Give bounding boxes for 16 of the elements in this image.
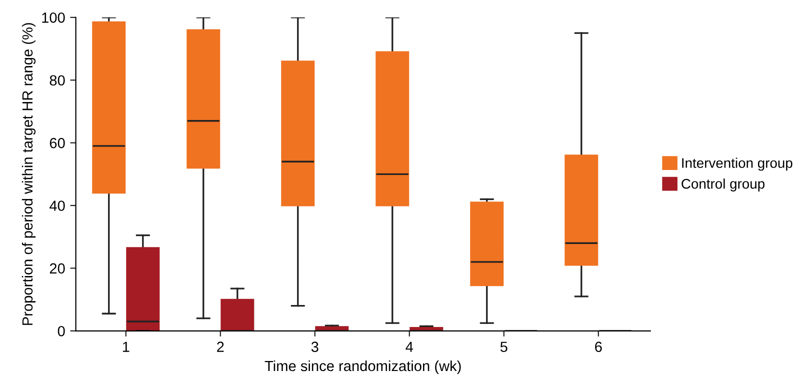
legend-label: Intervention group (682, 158, 792, 171)
x-tick-label: 6 (595, 342, 602, 352)
x-tick-label: 4 (406, 342, 414, 352)
y-tick-label: 60 (50, 138, 65, 148)
x-axis-title: Time since randomization (wk) (264, 360, 461, 374)
y-tick-label: 20 (50, 263, 65, 274)
y-tick-label: 40 (50, 200, 65, 211)
y-tick-label: 0 (58, 326, 65, 336)
y-tick-label: 100 (42, 12, 65, 23)
legend-label: Control group (682, 178, 764, 192)
x-tick-label: 1 (122, 342, 130, 352)
y-axis-title: Proportion of period within target HR range (%) (22, 23, 36, 325)
y-tick-label: 80 (50, 75, 65, 86)
x-tick-label: 5 (500, 342, 508, 352)
x-tick-label: 3 (311, 342, 318, 352)
x-tick-label: 2 (217, 342, 224, 352)
